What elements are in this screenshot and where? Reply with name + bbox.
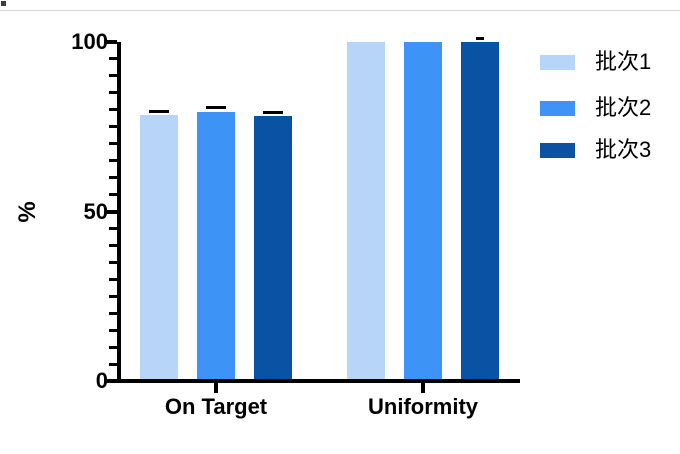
x-tick-uniformity xyxy=(421,383,425,393)
bar-批次1-On Target xyxy=(140,115,178,383)
bar-批次3-Uniformity xyxy=(461,42,499,383)
y-minor-tick xyxy=(109,243,117,247)
y-minor-tick xyxy=(109,294,117,298)
bar-批次2-Uniformity xyxy=(404,42,442,383)
y-minor-tick xyxy=(109,345,117,349)
y-minor-tick xyxy=(109,311,117,315)
legend-swatch-批次3 xyxy=(540,143,575,158)
y-axis-line xyxy=(117,42,121,383)
bar-批次2-On Target xyxy=(197,111,235,383)
category-label-on-target: On Target xyxy=(164,394,268,419)
error-bar-cap xyxy=(149,109,169,113)
legend-label-批次1: 批次1 xyxy=(595,49,652,74)
bar-批次1-Uniformity xyxy=(347,42,385,383)
y-minor-tick xyxy=(109,193,117,197)
y-tick-label: 50 xyxy=(83,198,108,224)
legend-swatch-批次1 xyxy=(540,55,575,70)
y-minor-tick xyxy=(109,226,117,230)
x-axis-line xyxy=(117,379,520,383)
legend-label-批次3: 批次3 xyxy=(595,137,652,162)
y-tick-label: 0 xyxy=(95,368,108,393)
y-tick-label: 100 xyxy=(71,29,108,54)
y-minor-tick xyxy=(109,57,117,61)
legend-label-批次2: 批次2 xyxy=(595,95,652,120)
error-bar-cap xyxy=(263,110,283,114)
y-major-tick xyxy=(106,209,117,214)
y-minor-tick xyxy=(109,260,117,264)
y-major-tick xyxy=(106,379,117,383)
y-major-tick xyxy=(106,40,117,44)
y-minor-tick xyxy=(109,108,117,112)
legend-swatch-批次2 xyxy=(540,101,575,116)
y-minor-tick xyxy=(109,142,117,146)
category-label-uniformity: Uniformity xyxy=(368,394,478,419)
y-minor-tick xyxy=(109,159,117,163)
y-minor-tick xyxy=(109,176,117,180)
y-minor-tick xyxy=(109,125,117,129)
y-minor-tick xyxy=(109,277,117,281)
error-bar-cap xyxy=(476,37,484,41)
y-minor-tick xyxy=(109,328,117,332)
bar-批次3-On Target xyxy=(254,116,292,383)
y-minor-tick xyxy=(109,74,117,78)
x-tick-on-target xyxy=(214,383,218,393)
screenshot-corner-artifact xyxy=(1,1,6,6)
y-minor-tick xyxy=(109,91,117,95)
y-minor-tick xyxy=(109,362,117,366)
window-top-border-line xyxy=(0,10,680,11)
error-bar-cap xyxy=(206,106,226,110)
